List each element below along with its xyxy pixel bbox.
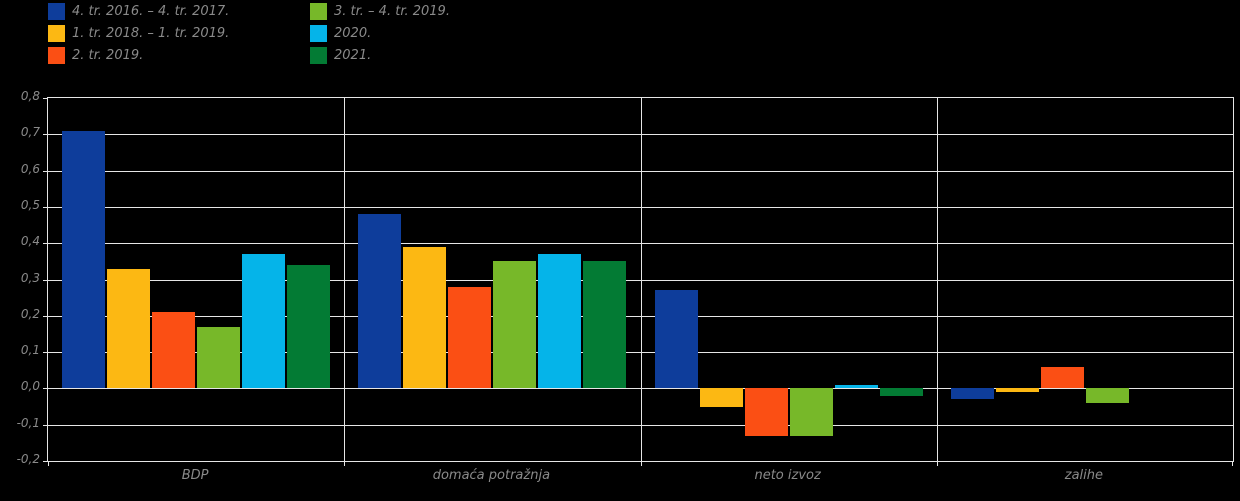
bar-2020--neto-izvoz [834,384,878,389]
y-axis-tick-label: 0,1 [20,343,40,358]
bar-3-tr-4-tr-2019--BDP [197,326,241,389]
y-axis-tick [43,424,47,426]
legend-label: 2020. [334,25,372,41]
bar-1-tr-2018-1-tr-2019--BDP [107,268,151,389]
legend-swatch [48,24,65,42]
legend-item: 1. tr. 2018. – 1. tr. 2019. [48,24,229,42]
y-axis-tick [43,170,47,172]
x-axis-tick [640,462,642,466]
bar-2020--BDP [242,254,286,389]
y-axis-tick-label: -0,1 [16,415,40,430]
bar-2-tr-2019--doma-a-potra-nja [448,286,492,389]
x-axis-tick [48,462,49,466]
y-axis-tick [43,279,47,281]
y-axis-tick-label: 0,8 [20,89,40,103]
legend-swatch [310,2,327,20]
legend-item: 3. tr. – 4. tr. 2019. [310,2,450,20]
x-axis-tick [344,462,346,466]
category-separator [344,98,346,461]
bar-1-tr-2018-1-tr-2019--doma-a-potra-nja [403,246,447,389]
y-axis-tick-label: 0,4 [20,234,40,249]
bar-1-tr-2018-1-tr-2019--neto-izvoz [699,388,743,407]
bar-2021--BDP [287,264,331,389]
legend-swatch [48,2,65,20]
y-axis-tick-label: 0,0 [20,379,40,394]
legend-swatch [48,46,65,64]
legend-item: 2021. [310,46,371,64]
y-axis-tick-label: -0,2 [16,452,40,466]
y-axis-tick-label: 0,3 [20,270,40,285]
bar-4-tr-2016-4-tr-2017--BDP [62,130,106,389]
chart-legend: 4. tr. 2016. – 4. tr. 2017. 1. tr. 2018. … [48,2,648,68]
legend-label: 2. tr. 2019. [72,47,144,63]
bar-4-tr-2016-4-tr-2017--neto-izvoz [654,290,698,389]
legend-label: 1. tr. 2018. – 1. tr. 2019. [72,25,230,41]
legend-item: 2020. [310,24,371,42]
y-axis-tick [43,388,47,390]
category-separator [640,98,642,461]
legend-item: 2. tr. 2019. [48,46,143,64]
y-axis-tick [43,315,47,317]
bar-3-tr-4-tr-2019--zalihe [1085,388,1129,403]
x-axis-tick [1232,462,1233,466]
x-axis-category-label: zalihe [1064,468,1104,483]
y-axis-tick [43,98,47,99]
legend-item: 4. tr. 2016. – 4. tr. 2017. [48,2,229,20]
bar-3-tr-4-tr-2019--neto-izvoz [789,388,833,436]
y-axis-tick-label: 0,7 [20,125,40,140]
legend-label: 4. tr. 2016. – 4. tr. 2017. [72,3,230,19]
plot-area [43,97,1234,466]
legend-label: 2021. [334,47,372,63]
bar-2021--neto-izvoz [879,388,923,396]
y-axis-tick-label: 0,2 [20,306,40,321]
bar-4-tr-2016-4-tr-2017--zalihe [950,388,994,400]
x-axis-tick [936,462,938,466]
y-axis-tick [43,134,47,136]
bar-2-tr-2019--zalihe [1040,366,1084,389]
y-axis-tick-label: 0,5 [20,197,40,212]
bar-1-tr-2018-1-tr-2019--zalihe [995,388,1039,393]
bar-2021--doma-a-potra-nja [583,261,627,389]
y-axis-tick [43,352,47,354]
legend-swatch [310,46,327,64]
y-axis-tick [43,243,47,245]
x-axis-category-label: neto izvoz [754,468,821,483]
legend-label: 3. tr. – 4. tr. 2019. [334,3,450,19]
category-separator [936,98,938,461]
y-axis-tick [43,461,47,462]
y-axis-tick-label: 0,6 [20,161,40,176]
bar-2-tr-2019--BDP [152,312,196,389]
bar-4-tr-2016-4-tr-2017--doma-a-potra-nja [358,214,402,389]
bar-3-tr-4-tr-2019--doma-a-potra-nja [493,261,537,389]
legend-swatch [310,24,327,42]
bar-2020--doma-a-potra-nja [538,254,582,389]
y-axis-tick [43,206,47,208]
x-axis-category-label: BDP [181,468,209,483]
x-axis-category-label: domaća potražnja [432,468,551,483]
bar-2-tr-2019--neto-izvoz [744,388,788,436]
